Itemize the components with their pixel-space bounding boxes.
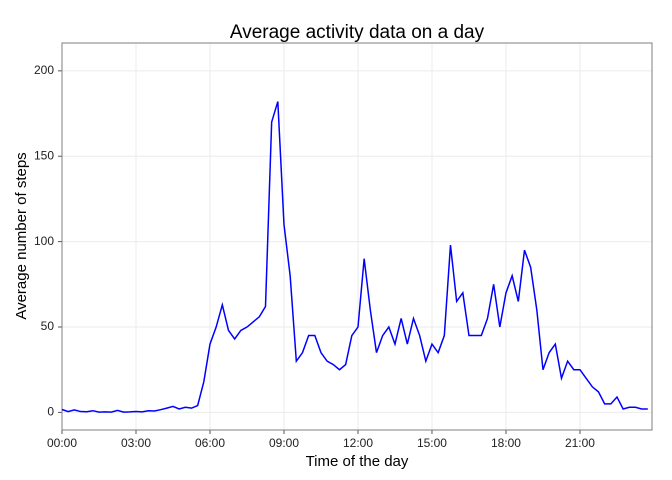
x-tick-label: 18:00 — [491, 436, 521, 450]
line — [61, 101, 648, 413]
x-tick-label: 03:00 — [121, 436, 151, 450]
x-tick-label: 15:00 — [417, 436, 447, 450]
y-tick-label: 150 — [34, 148, 54, 162]
x-tick-label: 21:00 — [565, 436, 595, 450]
x-tick-label: 12:00 — [343, 436, 373, 450]
y-tick-label: 0 — [47, 405, 54, 419]
y-tick-label: 200 — [34, 63, 54, 77]
y-tick-label: 50 — [41, 319, 55, 333]
plot-border — [61, 42, 653, 431]
chart-title: Average activity data on a day — [230, 22, 485, 43]
x-tick-label: 00:00 — [47, 436, 77, 450]
y-axis-label: Average number of steps — [13, 152, 30, 319]
x-axis-label: Time of the day — [306, 453, 409, 470]
y-tick-label: 100 — [34, 234, 54, 248]
x-tick-label: 06:00 — [195, 436, 225, 450]
x-tick-label: 09:00 — [269, 436, 299, 450]
